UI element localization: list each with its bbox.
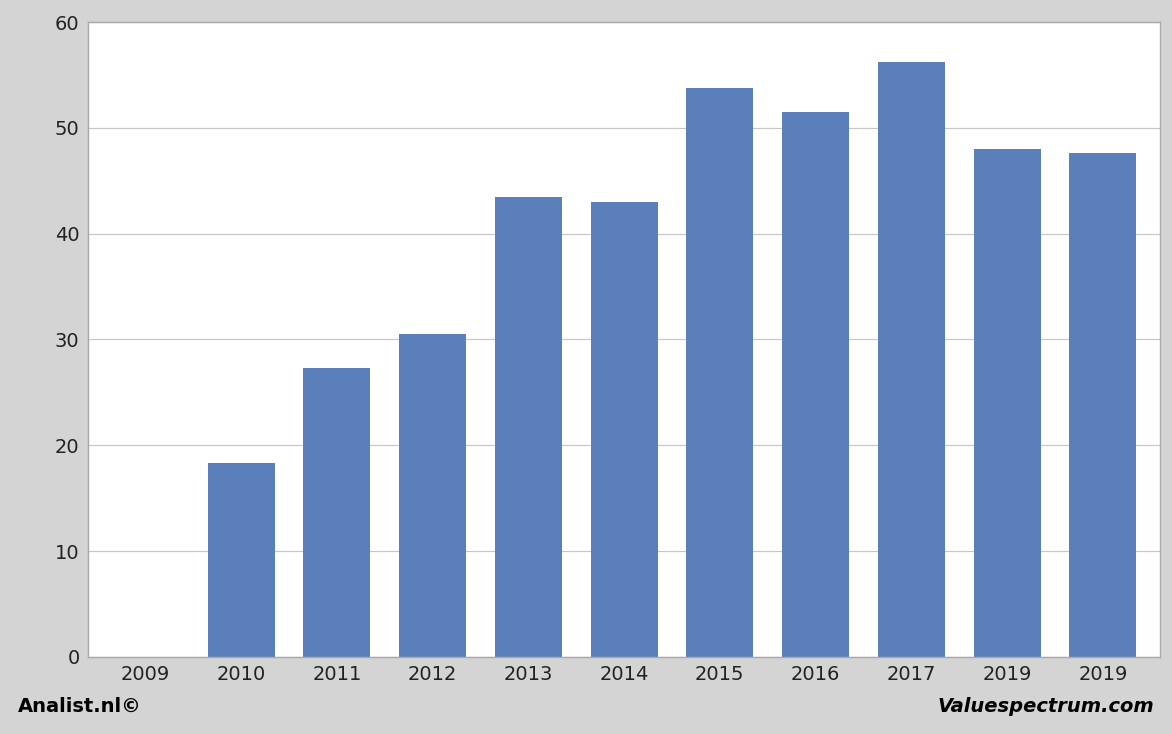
Bar bbox=[974, 149, 1041, 657]
Bar bbox=[495, 197, 561, 657]
Bar bbox=[207, 463, 274, 657]
Text: Analist.nl©: Analist.nl© bbox=[18, 697, 142, 716]
Text: Valuespectrum.com: Valuespectrum.com bbox=[938, 697, 1154, 716]
Bar bbox=[1069, 153, 1137, 657]
Bar bbox=[591, 202, 657, 657]
Bar bbox=[782, 112, 849, 657]
Bar bbox=[687, 87, 754, 657]
Bar bbox=[878, 62, 945, 657]
Bar bbox=[304, 368, 370, 657]
Bar bbox=[400, 334, 466, 657]
